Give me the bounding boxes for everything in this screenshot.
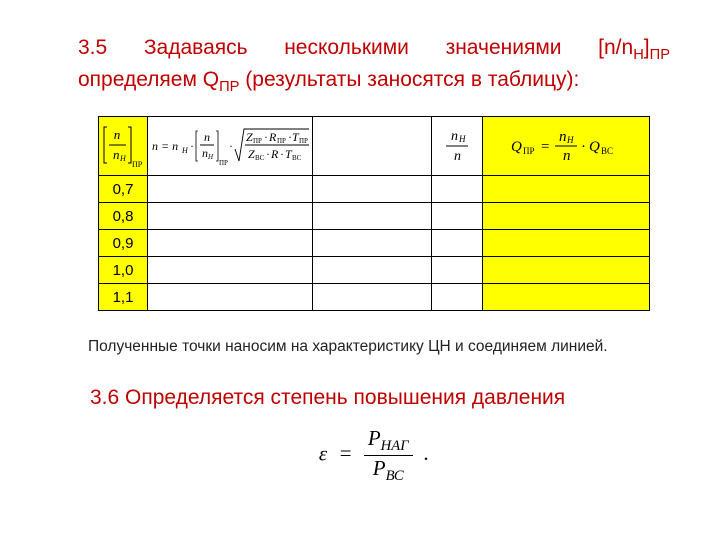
h35-sub-h: Н — [633, 47, 644, 63]
cell-r1c1: 0,7 — [99, 176, 148, 203]
eps-num-sub: НАГ — [381, 438, 409, 454]
svg-text:Н: Н — [566, 135, 574, 145]
svg-text:Z: Z — [246, 130, 253, 144]
cell-r5c3 — [313, 284, 432, 311]
cell-r4c1: 1,0 — [99, 257, 148, 284]
svg-text:ПР: ПР — [299, 137, 308, 145]
svg-text:·: · — [266, 147, 270, 161]
svg-text:Н: Н — [181, 146, 189, 155]
cell-r1c3 — [313, 176, 432, 203]
svg-text:n: n — [451, 129, 458, 144]
svg-text:Q: Q — [589, 139, 600, 155]
eps-den-p: P — [373, 456, 386, 480]
cell-r5c1: 1,1 — [99, 284, 148, 311]
svg-text:ВС: ВС — [601, 146, 613, 156]
section-3-6-heading: 3.6 Определяется степень повышения давле… — [90, 386, 670, 410]
eps-fraction: PНАГ PВС — [364, 426, 413, 485]
svg-text:Z: Z — [248, 147, 255, 161]
cell-r3c4 — [432, 230, 483, 257]
svg-text:n: n — [204, 130, 210, 144]
svg-text:n: n — [454, 149, 461, 164]
cell-r5c2 — [148, 284, 313, 311]
svg-text:ВС: ВС — [255, 154, 265, 162]
svg-text:n = n: n = n — [152, 139, 178, 153]
svg-text:R: R — [268, 130, 277, 144]
section-3-5-heading: 3.5 Задаваясь несколькими значениями [n/… — [78, 34, 670, 98]
svg-text:·: · — [229, 139, 233, 153]
cell-r4c5 — [483, 257, 650, 284]
h35-part-a: 3.5 Задаваясь несколькими значениями [n/… — [78, 36, 633, 59]
h35-part-c: определяем Q — [78, 68, 219, 91]
cell-r2c5 — [483, 203, 650, 230]
svg-text:ПР: ПР — [523, 146, 535, 156]
table-header-row: n n Н ПР n = n Н · — [99, 117, 650, 176]
h35-sub-pr2: ПР — [219, 79, 239, 95]
eps-den: PВС — [364, 455, 413, 485]
eps-num: PНАГ — [364, 426, 413, 455]
svg-text:ПР: ПР — [253, 137, 262, 145]
table-row: 0,8 — [99, 203, 650, 230]
epsilon-formula: ε = PНАГ PВС . — [78, 426, 670, 485]
cell-r4c3 — [313, 257, 432, 284]
cell-r1c4 — [432, 176, 483, 203]
cell-r3c2 — [148, 230, 313, 257]
cell-r1c5 — [483, 176, 650, 203]
h35-part-d: (результаты заносятся в таблицу): — [239, 68, 579, 91]
hdr-col4-ratio: nН n — [432, 117, 483, 176]
svg-text:ПР: ПР — [219, 159, 228, 167]
eps-tail: . — [418, 441, 429, 465]
svg-text:n: n — [113, 147, 120, 162]
svg-text:Q: Q — [511, 139, 522, 155]
cell-r5c5 — [483, 284, 650, 311]
hdr4-svg: nН n — [437, 124, 477, 168]
cell-r2c3 — [313, 203, 432, 230]
table-row: 0,9 — [99, 230, 650, 257]
svg-text:ПР: ПР — [132, 160, 143, 169]
svg-text:n: n — [114, 127, 121, 142]
cell-r1c2 — [148, 176, 313, 203]
cell-r3c3 — [313, 230, 432, 257]
note-text: Полученные точки наносим на характеристи… — [88, 337, 666, 357]
hdr1-svg: n n Н ПР — [100, 121, 146, 171]
svg-text:n: n — [559, 129, 567, 145]
hdr-col1-bracket-ratio: n n Н ПР — [99, 117, 148, 176]
svg-text:R: R — [270, 147, 279, 161]
cell-r2c4 — [432, 203, 483, 230]
svg-text:·: · — [581, 139, 586, 155]
hdr-col5-qpr-formula: QПР = nН n · QВС — [483, 117, 650, 176]
cell-r4c4 — [432, 257, 483, 284]
eps-lhs: ε — [319, 441, 327, 465]
svg-text:·: · — [190, 139, 194, 153]
svg-text:=: = — [541, 139, 549, 155]
calc-table: n n Н ПР n = n Н · — [98, 116, 650, 311]
table-row: 0,7 — [99, 176, 650, 203]
eps-eq: = — [332, 441, 358, 465]
svg-text:Н: Н — [119, 154, 127, 163]
cell-r4c2 — [148, 257, 313, 284]
cell-r2c1: 0,8 — [99, 203, 148, 230]
svg-text:Н: Н — [207, 153, 214, 161]
table-row: 1,0 — [99, 257, 650, 284]
svg-text:n: n — [563, 148, 571, 164]
hdr-col3-blank — [313, 117, 432, 176]
eps-num-p: P — [368, 426, 381, 450]
hdr-col2-n-formula: n = n Н · n n Н ПР · — [148, 117, 313, 176]
hdr5-svg: QПР = nН n · QВС — [491, 124, 641, 168]
cell-r3c1: 0,9 — [99, 230, 148, 257]
svg-text:ПР: ПР — [277, 137, 286, 145]
table-row: 1,1 — [99, 284, 650, 311]
h35-sub-pr: ПР — [650, 47, 670, 63]
cell-r5c4 — [432, 284, 483, 311]
eps-den-sub: ВС — [386, 468, 404, 484]
svg-text:Н: Н — [458, 134, 466, 144]
svg-text:·: · — [280, 147, 284, 161]
svg-text:ВС: ВС — [292, 154, 302, 162]
svg-text:·: · — [264, 130, 268, 144]
cell-r2c2 — [148, 203, 313, 230]
hdr2-svg: n = n Н · n n Н ПР · — [149, 121, 311, 171]
cell-r3c5 — [483, 230, 650, 257]
